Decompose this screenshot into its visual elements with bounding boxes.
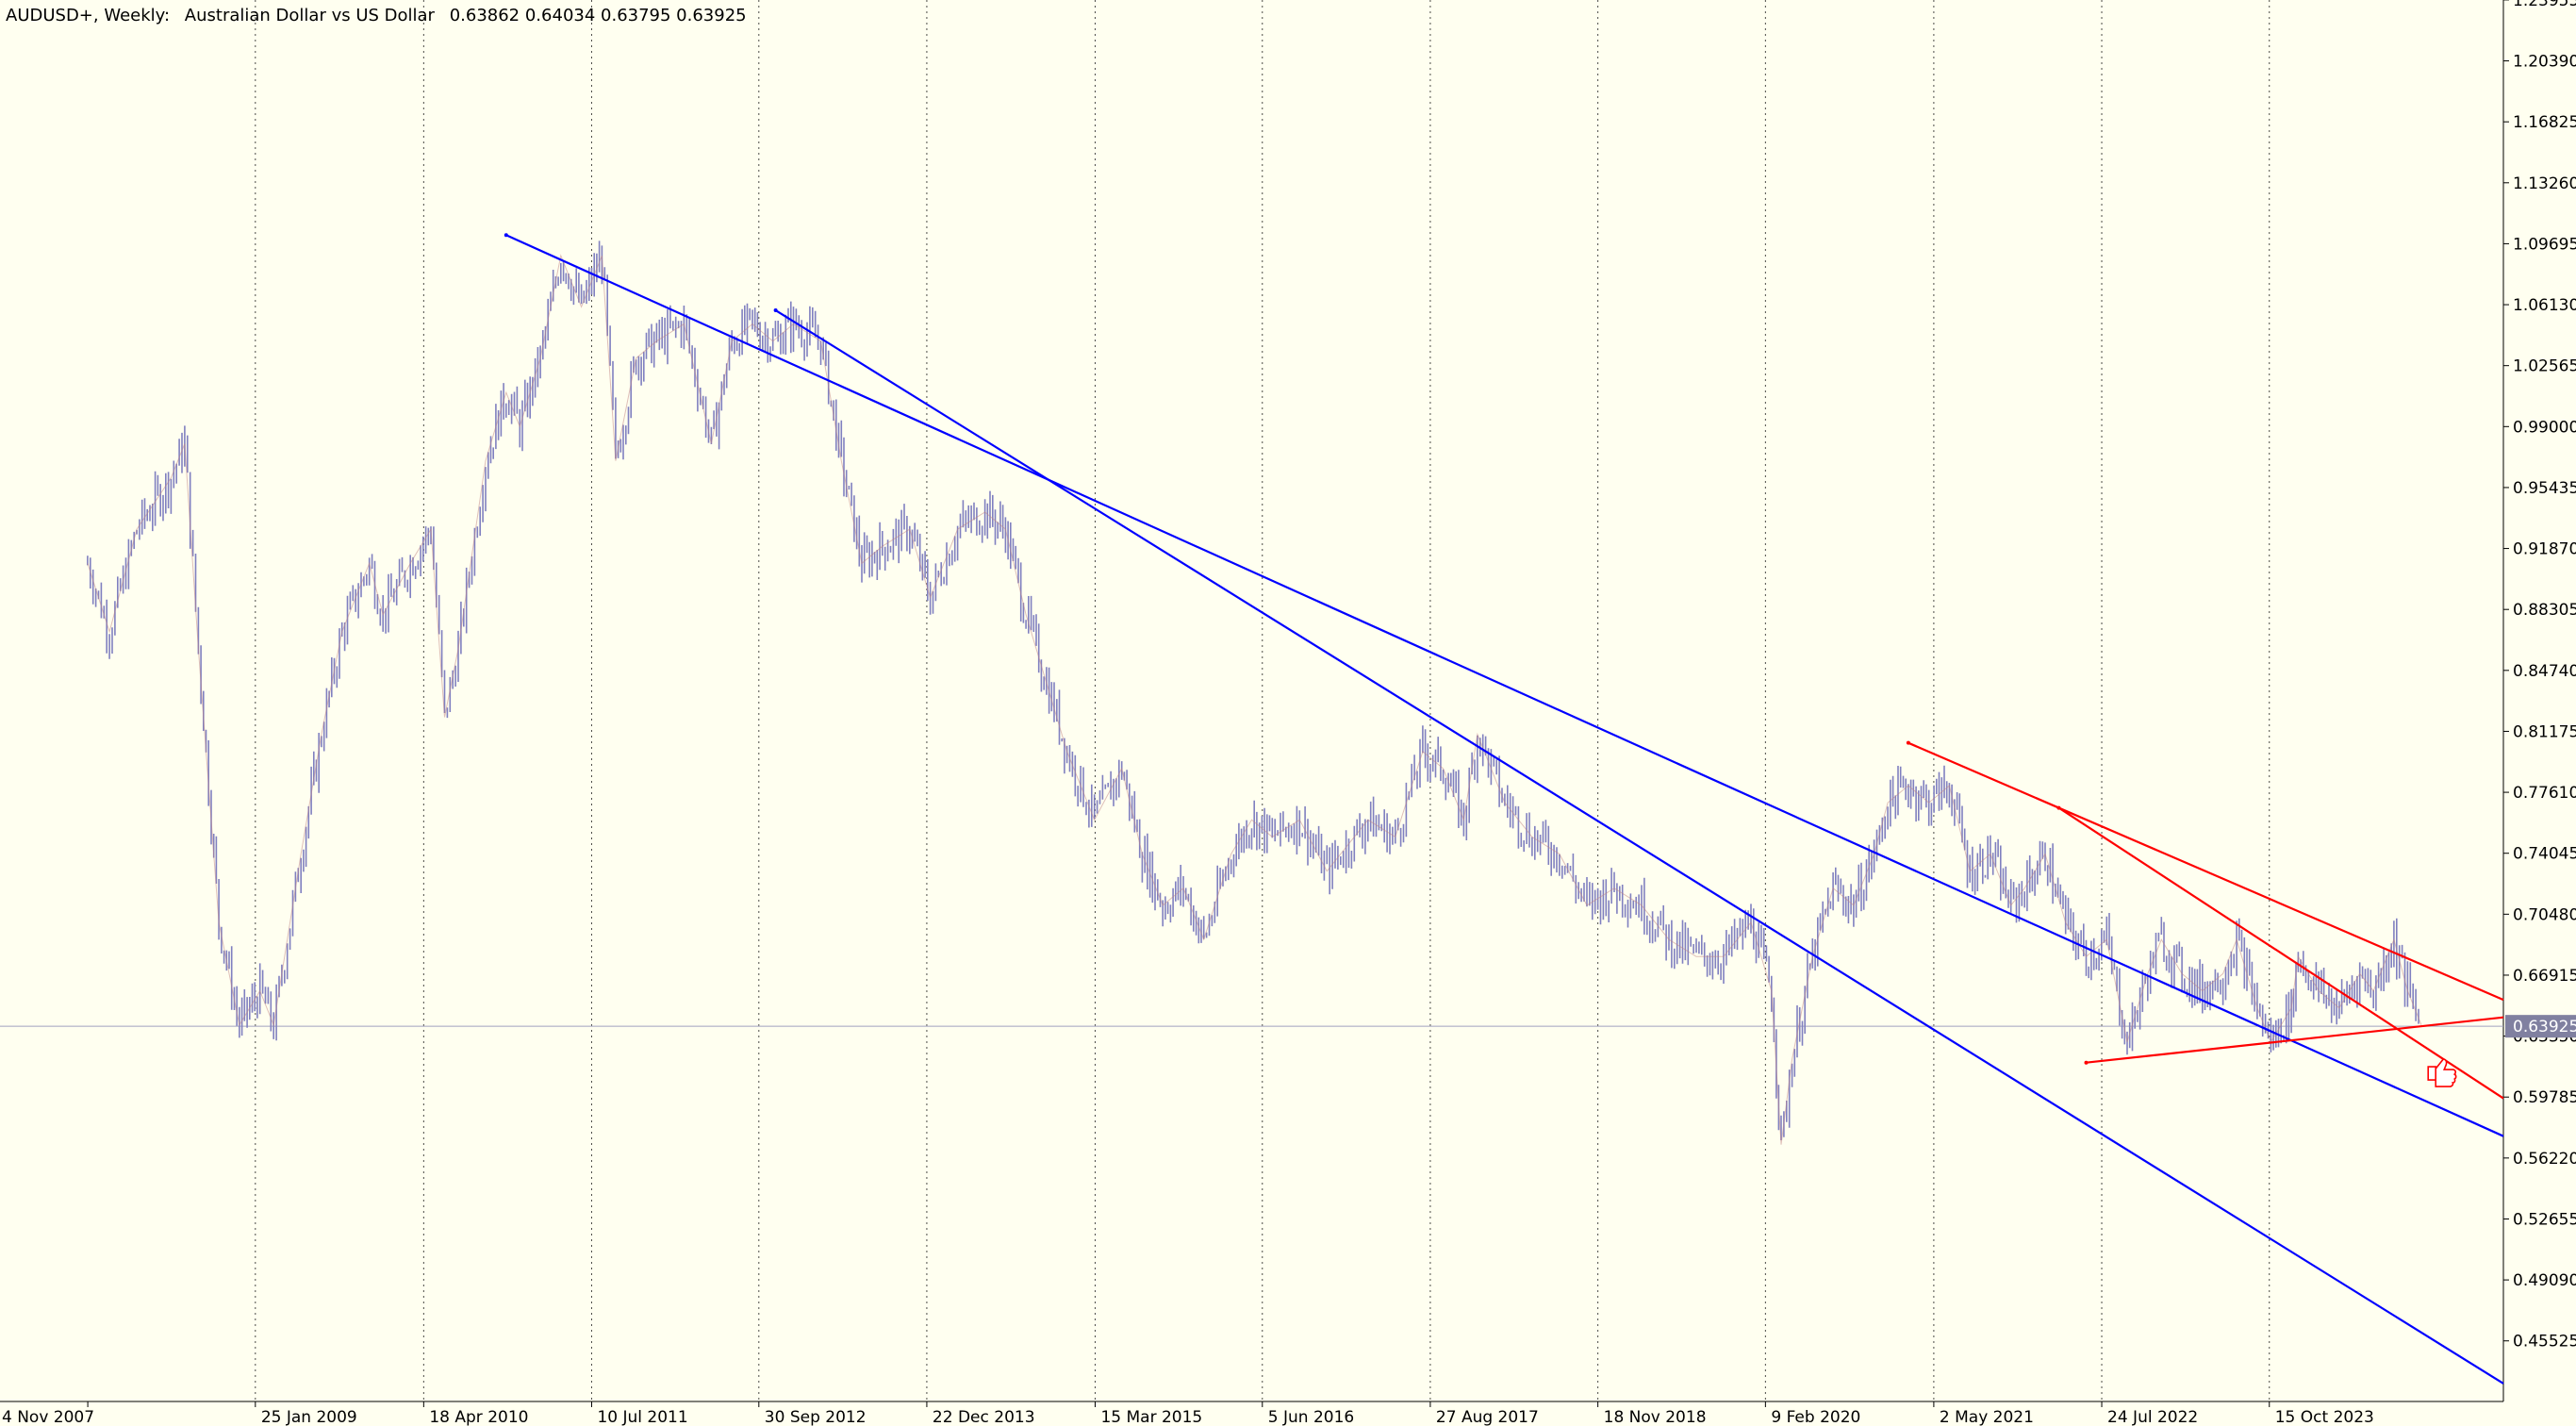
- y-tick-label: 1.02565: [2513, 357, 2576, 376]
- x-tick-label: 25 Jan 2009: [261, 1408, 357, 1426]
- y-tick-label: 0.77610: [2513, 784, 2576, 803]
- x-tick-label: 22 Dec 2013: [933, 1408, 1035, 1426]
- x-tick-label: 10 Jul 2011: [597, 1408, 687, 1426]
- y-tick-label: 0.45525: [2513, 1333, 2576, 1351]
- price-axis: 1.23955 1.20390 1.16825 1.13260 1.09695 1.061…: [2503, 0, 2576, 1351]
- trendline[interactable]: [1907, 741, 2504, 1002]
- y-tick-label: 0.88305: [2513, 601, 2576, 620]
- thumbs-up-shape: [2427, 1058, 2457, 1087]
- y-tick-label: 1.09695: [2513, 235, 2576, 254]
- thumbs-up-icon: [2427, 1058, 2457, 1087]
- chart-header: AUDUSD+, Weekly: Australian Dollar vs US…: [6, 6, 747, 25]
- y-tick-label: 0.81175: [2513, 722, 2576, 741]
- y-tick-label: 0.99000: [2513, 418, 2576, 437]
- y-tick-label: 1.06130: [2513, 296, 2576, 315]
- trendline[interactable]: [2086, 1016, 2504, 1064]
- trendline[interactable]: [505, 234, 2504, 1137]
- y-tick-label: 0.91870: [2513, 540, 2576, 559]
- trendline-anchor[interactable]: [773, 308, 778, 313]
- x-tick-label: 15 Oct 2023: [2275, 1408, 2374, 1426]
- price-bars: [87, 240, 2419, 1140]
- x-tick-label: 30 Sep 2012: [765, 1408, 867, 1426]
- x-tick-label: 5 Jun 2016: [1268, 1408, 1354, 1426]
- vertical-grid: [255, 0, 2271, 1401]
- current-price-value: 0.63925: [2513, 1018, 2576, 1036]
- trendline-anchor[interactable]: [504, 233, 508, 238]
- current-price-badge: [2505, 1015, 2576, 1038]
- x-tick-label: 2 May 2021: [1940, 1408, 2034, 1426]
- x-tick-label: 27 Aug 2017: [1436, 1408, 1539, 1426]
- trendline-anchor[interactable]: [2084, 1060, 2089, 1065]
- y-tick-label: 0.59785: [2513, 1088, 2576, 1107]
- y-tick-label: 0.84740: [2513, 662, 2576, 681]
- price-close-line: [87, 254, 2422, 1145]
- x-tick-label: 18 Apr 2010: [429, 1408, 528, 1426]
- y-tick-label: 0.52655: [2513, 1210, 2576, 1229]
- y-tick-label: 0.66915: [2513, 967, 2576, 986]
- x-tick-label: 18 Nov 2018: [1604, 1408, 1707, 1426]
- y-tick-label: 0.95435: [2513, 479, 2576, 498]
- chart-ohlc: 0.63862 0.64034 0.63795 0.63925: [450, 6, 747, 25]
- y-tick-label: 0.49090: [2513, 1271, 2576, 1290]
- trendline[interactable]: [775, 309, 2504, 1385]
- trendline-anchor[interactable]: [1906, 740, 1910, 745]
- y-tick-label: 0.70480: [2513, 905, 2576, 924]
- current-price-label: 0.63925: [2505, 1015, 2576, 1038]
- y-tick-label: 0.74045: [2513, 845, 2576, 864]
- trendline[interactable]: [2057, 806, 2504, 1100]
- chart-description: Australian Dollar vs US Dollar: [185, 6, 436, 25]
- price-series: [87, 240, 2422, 1145]
- y-tick-label: 1.20390: [2513, 53, 2576, 72]
- chart-symbol: AUDUSD+, Weekly:: [6, 6, 170, 25]
- y-tick-label: 1.23955: [2513, 0, 2576, 10]
- y-tick-label: 0.56220: [2513, 1150, 2576, 1169]
- trendlines[interactable]: [504, 233, 2504, 1385]
- x-tick-label: 9 Feb 2020: [1771, 1408, 1860, 1426]
- x-tick-label: 4 Nov 2007: [2, 1408, 94, 1426]
- y-tick-label: 1.13260: [2513, 174, 2576, 193]
- x-tick-label: 15 Mar 2015: [1100, 1408, 1202, 1426]
- y-tick-label: 1.16825: [2513, 113, 2576, 132]
- time-axis: 4 Nov 2007 25 Jan 2009 18 Apr 2010 10 Jul 2…: [2, 1401, 2374, 1426]
- trendline-anchor[interactable]: [2056, 805, 2061, 810]
- x-tick-label: 24 Jul 2022: [2107, 1408, 2198, 1426]
